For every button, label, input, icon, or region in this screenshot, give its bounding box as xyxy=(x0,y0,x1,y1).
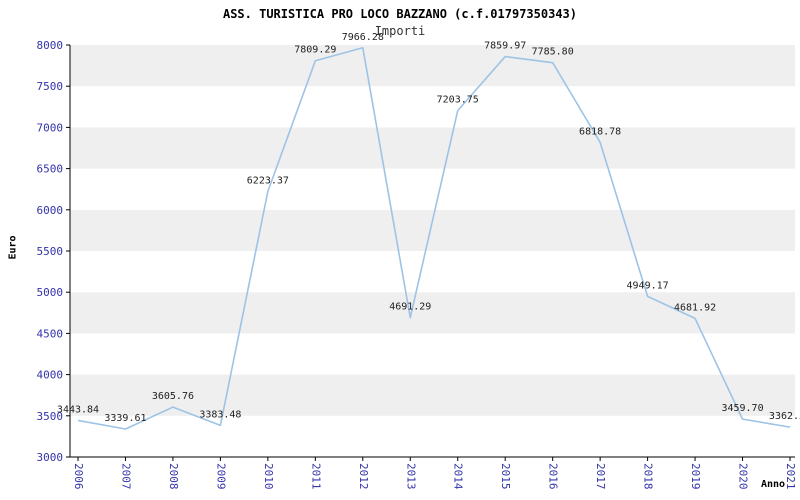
x-tick-label: 2021 xyxy=(784,463,797,490)
plot-band xyxy=(70,374,795,416)
data-label: 7785.80 xyxy=(532,47,574,58)
x-tick-label: 2017 xyxy=(594,463,607,490)
y-tick-label: 3500 xyxy=(37,410,64,423)
data-label: 3605.76 xyxy=(152,391,194,402)
plot-band xyxy=(70,415,795,457)
plot-band xyxy=(70,127,795,169)
data-label: 6223.37 xyxy=(247,175,289,186)
x-tick-label: 2007 xyxy=(119,463,132,490)
chart-title: ASS. TURISTICA PRO LOCO BAZZANO (c.f.017… xyxy=(222,7,577,21)
data-label: 3443.84 xyxy=(57,404,99,415)
x-tick-label: 2018 xyxy=(642,463,655,490)
plot-band xyxy=(70,251,795,293)
x-tick-label: 2009 xyxy=(214,463,227,490)
plot-band xyxy=(70,86,795,128)
x-tick-label: 2015 xyxy=(499,463,512,490)
x-tick-label: 2019 xyxy=(689,463,702,490)
y-tick-label: 7000 xyxy=(37,121,64,134)
data-label: 7809.29 xyxy=(294,45,336,56)
plot-band xyxy=(70,45,795,87)
data-label: 4681.92 xyxy=(674,302,716,313)
x-tick-label: 2010 xyxy=(262,463,275,490)
data-label: 4949.17 xyxy=(627,280,669,291)
data-label: 4691.29 xyxy=(389,302,431,313)
series-line xyxy=(77,46,791,430)
x-tick-label: 2006 xyxy=(72,463,85,490)
y-tick-label: 5000 xyxy=(37,286,64,299)
y-tick-label: 8000 xyxy=(37,39,64,52)
x-tick-label: 2016 xyxy=(547,463,560,490)
plot-band xyxy=(70,168,795,210)
data-label: 3383.48 xyxy=(199,409,241,420)
y-axis-title: Euro xyxy=(7,235,19,260)
data-label: 7966.28 xyxy=(342,32,384,43)
plot-band xyxy=(70,333,795,375)
data-label: 7203.75 xyxy=(437,95,479,106)
x-tick-label: 2008 xyxy=(167,463,180,490)
chart-subtitle: Importi xyxy=(374,24,426,38)
y-tick-label: 4000 xyxy=(37,369,64,382)
plot-band xyxy=(70,209,795,251)
data-label: 6818.78 xyxy=(579,126,621,137)
data-label: 3459.70 xyxy=(721,403,763,414)
data-label: 7859.97 xyxy=(484,41,526,52)
plot-band xyxy=(70,292,795,334)
y-tick-label: 3000 xyxy=(37,451,64,464)
y-tick-label: 4500 xyxy=(37,327,64,340)
y-tick-label: 6500 xyxy=(37,163,64,176)
data-label: 3362.55 xyxy=(769,411,800,422)
y-tick-label: 5500 xyxy=(37,245,64,258)
x-tick-label: 2020 xyxy=(737,463,750,490)
y-tick-label: 7500 xyxy=(37,80,64,93)
y-tick-label: 6000 xyxy=(37,204,64,217)
x-tick-label: 2011 xyxy=(309,463,322,490)
x-tick-label: 2014 xyxy=(452,463,465,490)
data-label: 3339.61 xyxy=(104,413,146,424)
x-tick-label: 2012 xyxy=(357,463,370,490)
x-tick-label: 2013 xyxy=(404,463,417,490)
x-axis-title: Anno xyxy=(761,479,786,490)
